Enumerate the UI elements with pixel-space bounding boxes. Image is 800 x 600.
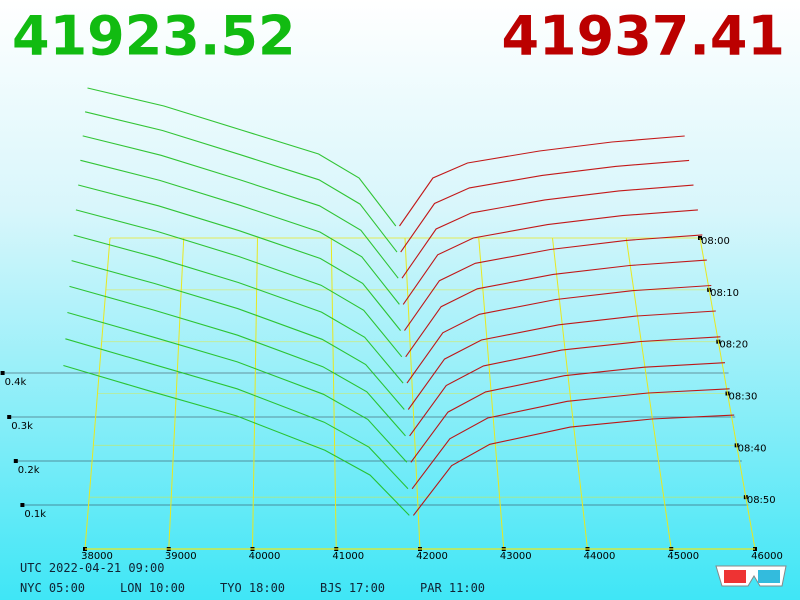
bid-depth-line: [82, 135, 399, 279]
bid-depth-line: [80, 159, 400, 305]
bid-depth-line: [75, 209, 403, 358]
x-tick-label: 40000: [249, 551, 281, 562]
tick-mark: [13, 459, 18, 463]
ask-depth-line: [412, 414, 735, 516]
ask-depth-line: [401, 184, 694, 279]
x-tick-label: 45000: [667, 551, 699, 562]
y-tick-label: 0.1k: [24, 509, 46, 520]
x-tick-label: 41000: [332, 551, 364, 562]
x-tick-label: 44000: [584, 551, 616, 562]
x-tick-label: 46000: [751, 551, 783, 562]
bid-depth-line: [63, 364, 410, 516]
price-grid-line: [330, 237, 337, 550]
clock-label: TYO 18:00: [220, 581, 285, 595]
plot: 0.1k 0.2k 0.3k 0.4k 08:00 08:10 08:20 08:30 08:4…: [0, 87, 783, 562]
price-grid-line: [84, 237, 111, 550]
ask-depth-line: [402, 209, 698, 305]
ask-depth-line: [400, 159, 690, 253]
price-grid-line: [168, 237, 185, 550]
tick-mark: [7, 415, 12, 419]
time-tick-label: 08:30: [729, 392, 758, 403]
ask-price: 41937.41: [501, 5, 785, 68]
clock-label: BJS 17:00: [320, 581, 385, 595]
price-grid-line: [552, 237, 588, 550]
x-tick-label: 39000: [165, 551, 197, 562]
bid-price: 41923.52: [12, 5, 296, 68]
bid-depth-line: [84, 111, 398, 253]
ask-depth-line: [411, 388, 730, 490]
price-grid-line: [478, 237, 505, 550]
tick-mark: [0, 371, 5, 375]
bid-depth-line: [67, 311, 408, 463]
bid-depth-line: [69, 285, 406, 437]
price-grid-line: [404, 237, 421, 550]
utc-time: UTC 2022-04-21 09:00: [20, 561, 165, 575]
bid-depth-line: [73, 234, 404, 384]
clock-label: NYC 05:00: [20, 581, 85, 595]
ask-depth-line: [399, 135, 685, 227]
price-grid-line: [252, 237, 258, 550]
ask-depth-line: [410, 362, 726, 463]
price-grid-line: [699, 237, 756, 550]
clock-label: PAR 11:00: [420, 581, 485, 595]
time-tick-label: 08:50: [747, 495, 776, 506]
time-tick-label: 08:20: [719, 340, 748, 351]
tick-mark: [20, 503, 25, 507]
time-tick-label: 08:40: [738, 443, 767, 454]
clock-label: LON 10:00: [120, 581, 185, 595]
ask-depth-line: [407, 310, 716, 410]
x-tick-label: 42000: [416, 551, 448, 562]
ask-depth-line: [406, 284, 712, 384]
ask-depth-line: [409, 336, 721, 437]
bid-depth-line: [78, 184, 402, 331]
bid-depth-line: [65, 338, 409, 490]
y-tick-label: 0.3k: [11, 421, 33, 432]
time-tick-label: 08:00: [701, 236, 730, 247]
ask-depth-line: [404, 234, 703, 331]
bid-depth-line: [87, 87, 397, 227]
3d-glasses-icon: [715, 565, 787, 587]
bid-depth-line: [71, 260, 405, 410]
x-tick-label: 38000: [81, 551, 113, 562]
x-tick-label: 43000: [500, 551, 532, 562]
y-tick-label: 0.2k: [18, 465, 40, 476]
clocks: NYC 05:00 LON 10:00 TYO 18:00 BJS 17:00 PAR …: [20, 581, 485, 595]
time-tick-label: 08:10: [710, 288, 739, 299]
ask-depth-line: [405, 259, 707, 358]
y-tick-label: 0.4k: [5, 377, 27, 388]
